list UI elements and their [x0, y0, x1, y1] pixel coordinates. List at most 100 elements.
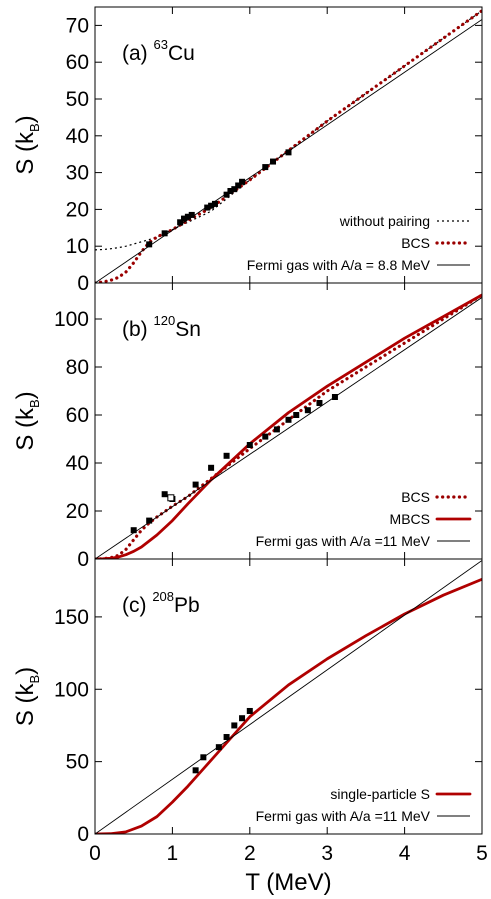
y-tick-label: 50	[66, 88, 89, 111]
y-tick-label: 50	[66, 751, 89, 774]
panel-label-element: Pb	[174, 594, 200, 617]
panel-label-element: Sn	[175, 318, 201, 341]
data-point	[285, 416, 292, 423]
y-tick-label: 100	[54, 308, 89, 331]
x-tick-label: 3	[321, 842, 333, 865]
y-axis-label-main: S (k	[12, 407, 39, 451]
legend-label: Fermi gas with A/a =11 MeV	[256, 808, 431, 824]
data-point	[161, 491, 168, 498]
data-point	[239, 715, 246, 722]
x-tick-label: 2	[244, 842, 256, 865]
panel-label-element: Cu	[168, 42, 195, 65]
y-axis-label-sub: B	[27, 399, 42, 408]
x-axis-label: T (MeV)	[245, 869, 331, 896]
series-line-thick-dotted	[95, 9, 482, 283]
data-point	[285, 149, 292, 156]
series-line-thick-dotted	[95, 293, 482, 559]
y-tick-label: 0	[77, 272, 89, 295]
y-axis-label: S (kB)	[12, 667, 42, 726]
y-tick-label: 60	[66, 51, 89, 74]
panel-a: 0 10 20 30 40 50 60 70 S (kB) (a) 63Cu without pai…	[12, 6, 483, 295]
y-tick-label: 40	[66, 452, 89, 475]
y-tick-label: 10	[66, 235, 89, 258]
data-point	[211, 200, 218, 207]
y-tick-label: 100	[54, 678, 89, 701]
data-point	[130, 527, 137, 534]
panel-label-prefix: (c)	[122, 594, 152, 617]
data-point	[177, 219, 184, 226]
series-line-thick-solid	[95, 293, 482, 559]
plot-area	[95, 9, 482, 283]
legend-label: BCS	[401, 489, 430, 505]
y-axis-label: S (kB)	[12, 115, 42, 174]
panel-label-mass: 63	[154, 37, 168, 52]
data-point	[293, 412, 300, 418]
x-tick-label: 1	[167, 842, 179, 865]
data-point	[262, 164, 269, 171]
panel-b: 0 20 40 60 80 100 S (kB) (b) 120Sn BCS MBCS Fermi …	[12, 282, 483, 571]
y-tick-label: 40	[66, 125, 89, 148]
y-tick-label: 0	[77, 548, 89, 571]
y-tick-label: 150	[54, 606, 89, 629]
y-axis-label-main: S (k	[12, 131, 39, 175]
y-axis-label-main: S (k	[12, 683, 39, 727]
data-point	[146, 517, 153, 524]
data-point	[331, 394, 338, 400]
legend-label: BCS	[401, 235, 430, 251]
data-point	[223, 452, 230, 459]
legend-label: without pairing	[339, 213, 430, 229]
legend-label: single-particle S	[330, 786, 430, 802]
panel-label: (b) 120Sn	[122, 313, 201, 341]
data-point	[204, 204, 211, 211]
legend-label: Fermi gas with A/a = 8.8 MeV	[247, 257, 431, 273]
y-tick-label: 0	[77, 823, 89, 846]
data-point	[246, 442, 253, 448]
legend-label: MBCS	[390, 511, 430, 527]
data-point	[304, 407, 311, 414]
y-axis-label: S (kB)	[12, 391, 42, 450]
y-axis-label-close: )	[12, 115, 39, 123]
panel-c: 0 50 100 150 S (kB) (c) 208Pb single-particle …	[12, 558, 483, 846]
y-axis-label-sub: B	[27, 123, 42, 132]
panel-label-prefix: (a)	[122, 42, 154, 65]
data-point	[192, 481, 199, 488]
data-point	[316, 400, 323, 406]
panel-label-prefix: (b)	[122, 318, 154, 341]
x-tick-label: 5	[476, 842, 488, 865]
series-line-thin-solid	[95, 297, 482, 559]
x-tick-label: 4	[399, 842, 411, 865]
y-tick-label: 30	[66, 162, 89, 185]
y-axis-label-close: )	[12, 391, 39, 399]
data-point	[235, 182, 242, 189]
panel-label: (c) 208Pb	[122, 589, 200, 617]
data-point	[208, 464, 215, 471]
y-tick-label: 80	[66, 356, 89, 379]
series-line-thick-solid	[95, 577, 482, 834]
data-point	[227, 188, 234, 194]
data-point	[208, 202, 215, 209]
data-point	[246, 707, 253, 714]
plot-frame	[94, 558, 483, 835]
y-tick-label: 70	[66, 14, 89, 37]
data-point	[192, 767, 199, 774]
data-point	[161, 230, 168, 237]
plot-area	[95, 293, 482, 559]
series-line-thin-solid	[95, 560, 482, 834]
data-point	[273, 426, 280, 433]
data-point	[239, 178, 246, 185]
data-point	[188, 211, 195, 218]
y-axis-label-sub: B	[27, 675, 42, 684]
x-tick-label: 0	[89, 842, 101, 865]
data-point	[184, 213, 191, 220]
data-point	[146, 241, 153, 248]
y-axis-label-close: )	[12, 667, 39, 675]
panel-label-mass: 208	[152, 589, 174, 604]
data-point	[223, 734, 230, 741]
panel-label-mass: 120	[154, 313, 176, 328]
data-point	[231, 186, 238, 193]
data-point	[181, 215, 188, 222]
plot-area	[95, 560, 482, 834]
data-point	[215, 744, 222, 751]
y-tick-label: 60	[66, 404, 89, 427]
